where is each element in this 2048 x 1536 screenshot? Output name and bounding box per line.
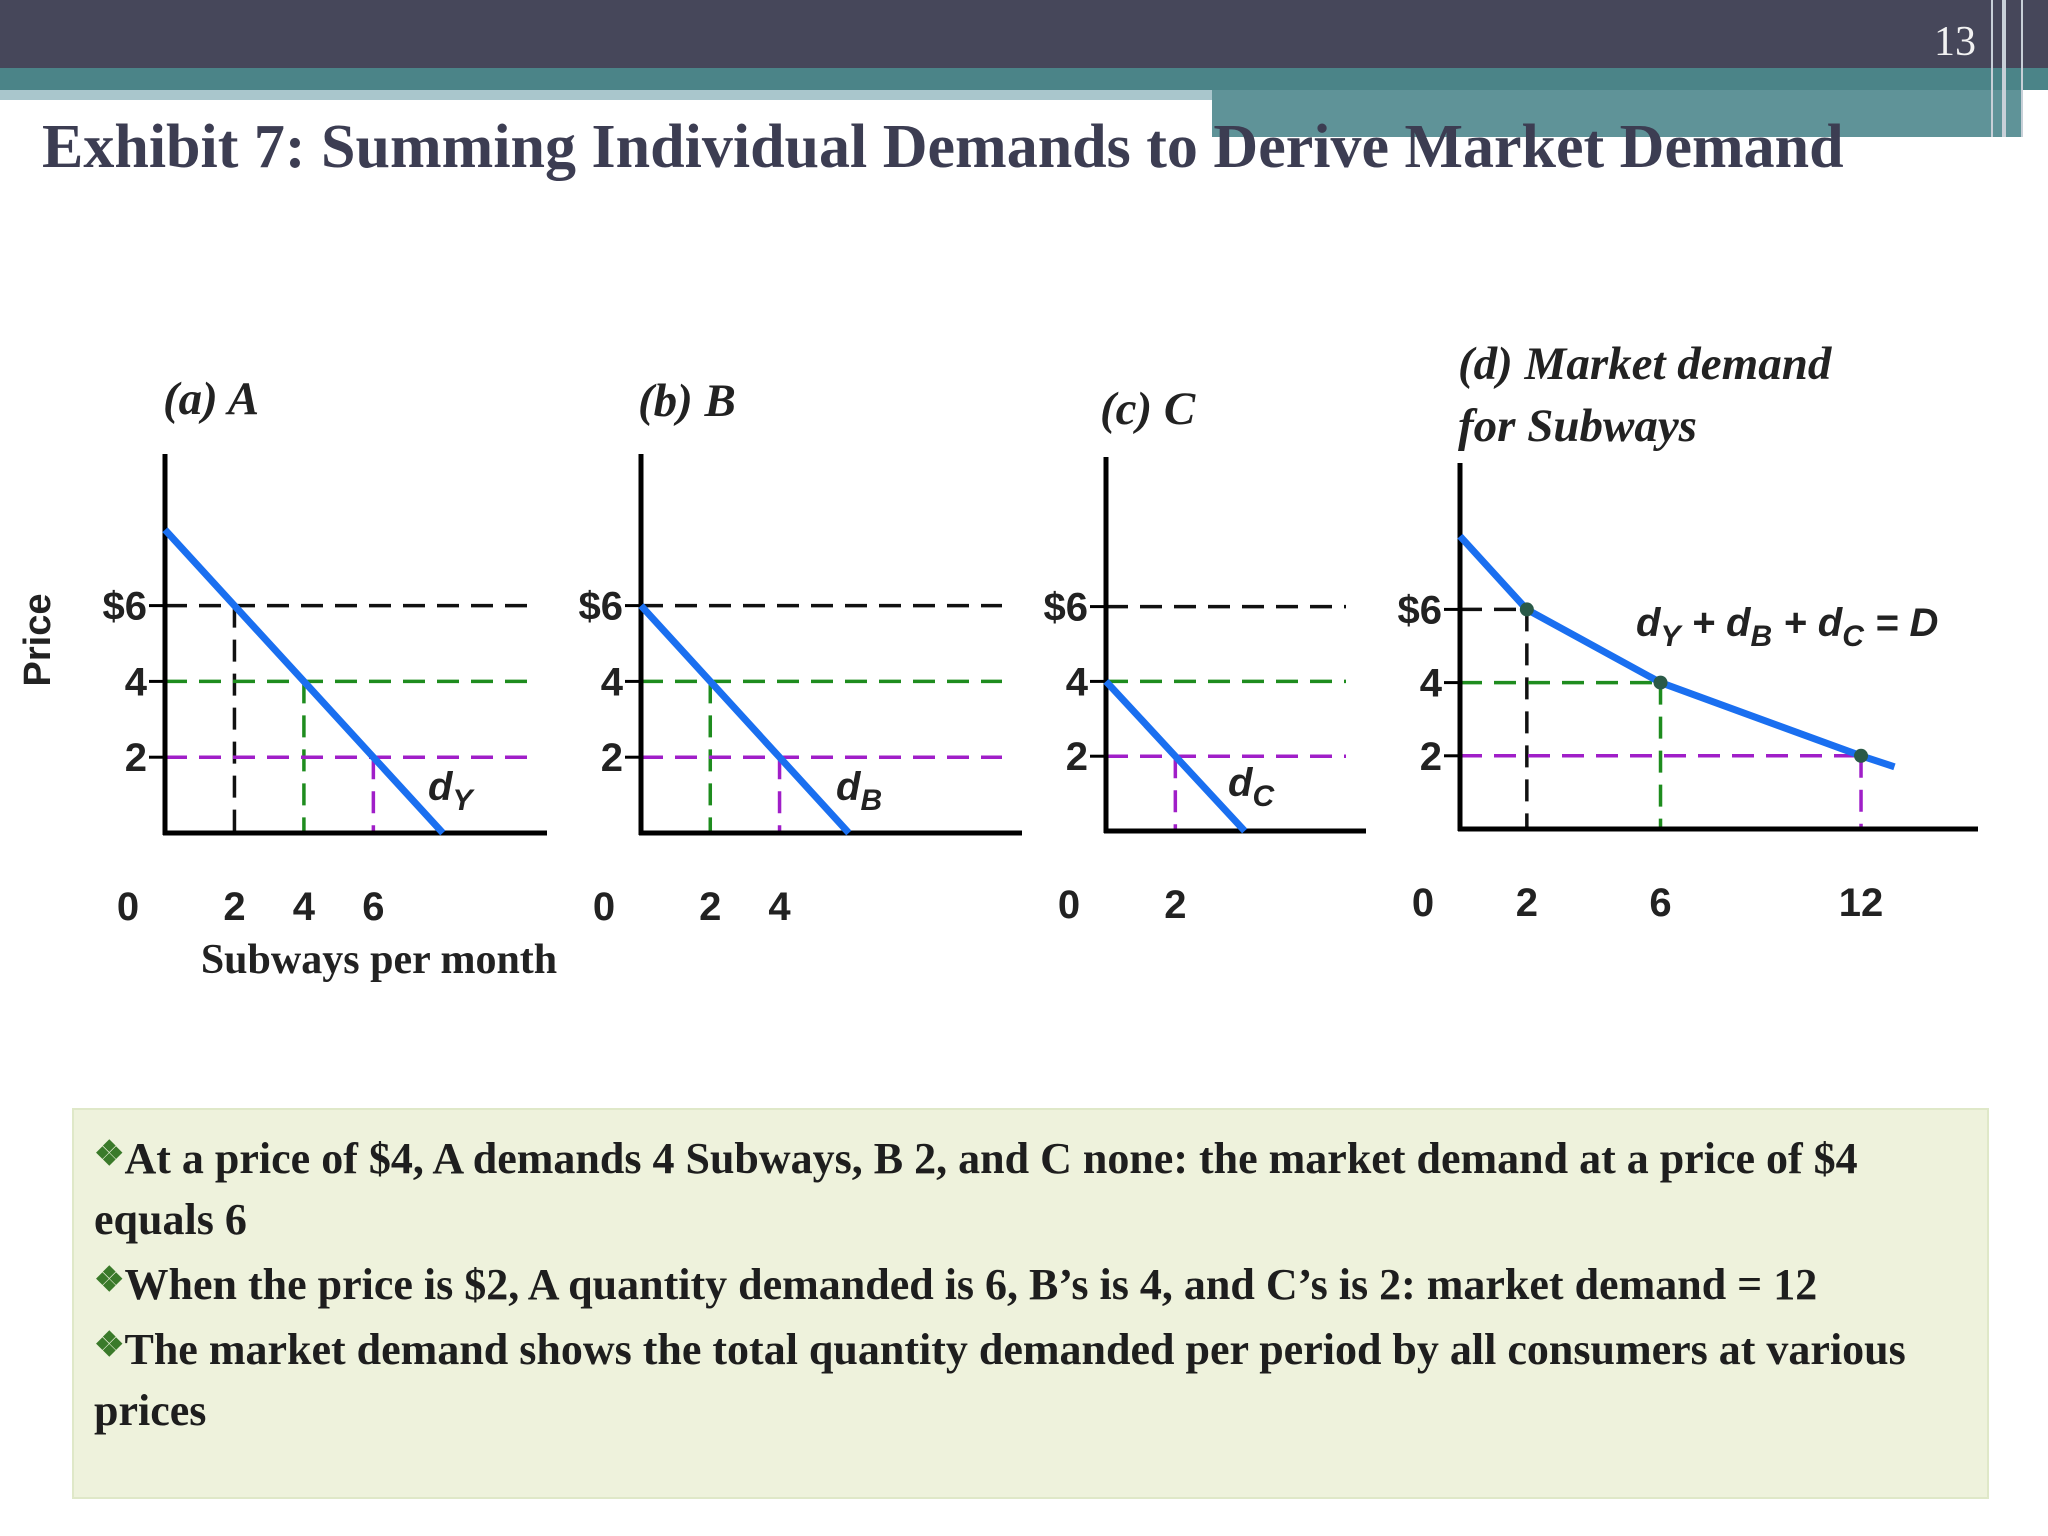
y-tick-label: $6 [1044, 586, 1089, 630]
bullet: The market demand shows the total quanti… [94, 1315, 1967, 1441]
y-tick-label: 4 [1066, 660, 1089, 704]
bullet: At a price of $4, A demands 4 Subways, B… [94, 1124, 1967, 1250]
y-tick-label: 2 [125, 736, 147, 780]
y-tick-label: 4 [125, 660, 148, 704]
x-tick-label: 4 [293, 885, 316, 929]
x-tick-label: 2 [699, 885, 721, 929]
y-tick-label: 2 [601, 736, 623, 780]
chart-title: (c) C [1100, 383, 1196, 435]
demand-line [1103, 679, 1248, 834]
x-tick-label: 2 [1516, 881, 1538, 925]
y-tick-label: 2 [1066, 735, 1088, 779]
x-tick-label: 2 [1164, 883, 1186, 927]
y-tick-label: $6 [1398, 588, 1443, 632]
header-stripe-light [0, 90, 1212, 100]
series-label: dY [428, 765, 475, 817]
series-label: dC [1228, 761, 1275, 813]
demand-line [162, 527, 446, 836]
x-tick-label: 0 [1058, 883, 1080, 927]
bullet: When the price is $2, A quantity demande… [94, 1250, 1967, 1315]
header-bar [0, 0, 2048, 68]
bullet-box: At a price of $4, A demands 4 Subways, B… [72, 1108, 1989, 1499]
x-tick-label: 0 [1412, 881, 1434, 925]
x-tick-label: 0 [117, 885, 139, 929]
x-tick-label: 4 [768, 885, 791, 929]
y-tick-label: 2 [1420, 735, 1442, 779]
y-tick-label: $6 [103, 585, 148, 629]
y-tick-label: $6 [579, 585, 624, 629]
header-block [1212, 90, 2022, 137]
series-label: dY + dB + dC = D [1636, 601, 1938, 653]
chart-title: (d) Market demand for Subways [1458, 338, 1832, 452]
chart-title: (a) A [163, 373, 260, 425]
y-tick-label: 4 [1420, 662, 1443, 706]
x-tick-label: 2 [223, 885, 245, 929]
y-tick-label: 4 [601, 660, 624, 704]
series-label: dB [836, 765, 882, 817]
slide-title: Exhibit 7: Summing Individual Demands to… [42, 113, 1844, 181]
demand-line [638, 603, 852, 836]
point-marker [1653, 675, 1668, 690]
x-tick-label: 6 [362, 885, 384, 929]
point-marker [1519, 602, 1534, 617]
header-stripe [0, 68, 2048, 90]
x-tick-label: 0 [593, 885, 615, 929]
x-tick-label: 6 [1649, 881, 1671, 925]
x-tick-label: 12 [1839, 881, 1884, 925]
slide-number: 13 [1934, 19, 1976, 65]
x-axis-label: Subways per month [201, 937, 557, 983]
chart-title: (b) B [638, 375, 736, 427]
y-axis-label: Price [17, 594, 59, 687]
point-marker [1854, 748, 1869, 763]
